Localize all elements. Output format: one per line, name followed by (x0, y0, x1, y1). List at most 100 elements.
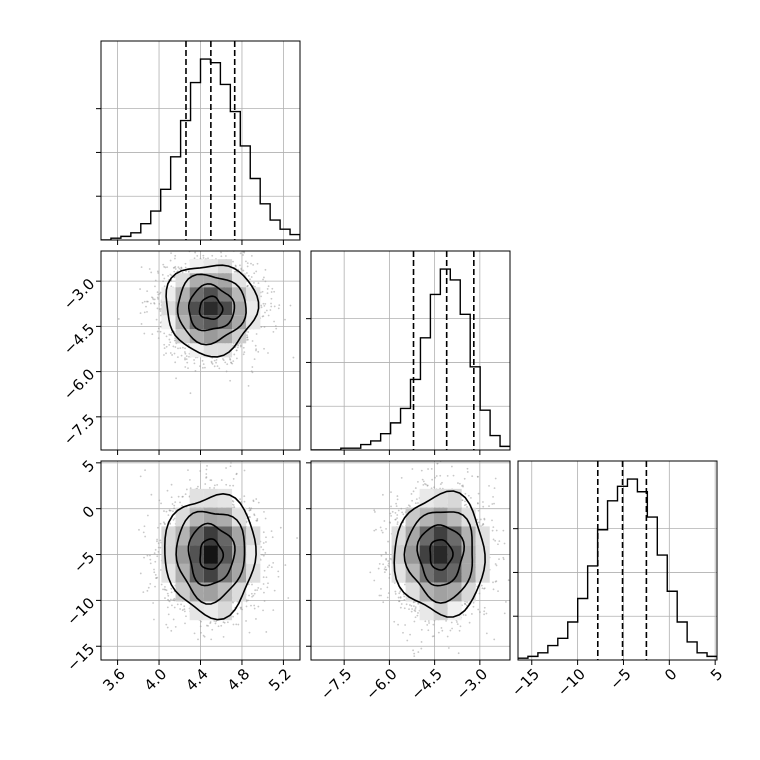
scatter-point (225, 467, 227, 469)
scatter-point (379, 526, 382, 529)
scatter-point (239, 498, 241, 501)
scatter-point (404, 624, 407, 626)
scatter-point (174, 625, 177, 628)
scatter-point (373, 579, 376, 582)
scatter-point (265, 536, 267, 539)
scatter-point (262, 583, 265, 585)
scatter-point (287, 597, 290, 599)
scatter-point (239, 345, 242, 348)
scatter-point (374, 511, 376, 513)
scatter-point (208, 486, 211, 489)
scatter-point (211, 363, 214, 365)
scatter-point (253, 607, 256, 610)
scatter-point (253, 592, 256, 595)
scatter-point (272, 330, 275, 333)
density-cell (189, 287, 204, 302)
scatter-point (251, 340, 254, 342)
scatter-point (403, 607, 406, 610)
scatter-point (235, 623, 238, 626)
contour-lines (165, 264, 260, 358)
scatter-point (252, 500, 255, 503)
scatter-point (140, 266, 143, 269)
scatter-point (183, 608, 186, 611)
scatter-point (399, 596, 402, 599)
scatter-point (451, 465, 453, 468)
scatter-point (488, 505, 490, 508)
density-cell (447, 488, 462, 508)
histogram-bars (101, 41, 300, 240)
x-tick-label: 5.2 (265, 665, 295, 695)
scatter-point (231, 499, 234, 502)
scatter-point (380, 554, 383, 557)
scatter-point (173, 270, 176, 273)
scatter-point (421, 478, 424, 481)
scatter-point (482, 505, 485, 508)
scatter-point (176, 603, 179, 606)
scatter-point (477, 509, 480, 512)
scatter-point (220, 255, 223, 258)
scatter-point (159, 310, 162, 312)
scatter-point (160, 583, 163, 586)
scatter-point (150, 302, 152, 305)
scatter-point (256, 262, 259, 265)
scatter-point (154, 279, 157, 282)
scatter-point (231, 444, 233, 446)
scatter-point (412, 490, 415, 493)
scatter-point (477, 521, 480, 524)
scatter-point (183, 605, 186, 608)
scatter-point (482, 523, 485, 525)
density-cell (161, 301, 176, 316)
scatter-point (156, 291, 159, 294)
scatter-point (410, 493, 413, 495)
contour-line-0 (198, 295, 224, 321)
scatter-point (243, 469, 246, 472)
scatter-point (410, 604, 413, 607)
scatter-point (481, 587, 484, 590)
scatter-point (466, 601, 468, 603)
density-cell (217, 315, 233, 330)
scatter-point (274, 325, 277, 327)
contour-lines (163, 492, 257, 621)
scatter-point (387, 562, 390, 565)
y-tick-label: −10 (63, 594, 98, 629)
contour-line-3 (163, 492, 257, 621)
scatter-point (262, 554, 265, 557)
scatter-point (167, 514, 170, 517)
scatter-point (264, 268, 267, 271)
scatter-point (249, 278, 251, 281)
scatter-point (157, 550, 160, 553)
scatter-point (447, 647, 450, 649)
scatter-point (169, 352, 172, 354)
scatter-point (165, 345, 168, 348)
scatter-point (169, 273, 172, 276)
contour-line-1 (416, 524, 466, 587)
scatter-point (260, 326, 263, 328)
scatter-point (177, 266, 180, 269)
scatter-point (170, 331, 173, 334)
scatter-point (452, 474, 455, 477)
scatter-point (408, 608, 410, 611)
scatter-point (201, 366, 204, 369)
scatter-point (176, 453, 178, 455)
scatter-point (277, 570, 280, 573)
scatter-point (214, 622, 217, 625)
scatter-point (157, 526, 159, 529)
scatter-point (470, 613, 473, 615)
histogram-step-line (518, 478, 717, 659)
scatter-point (439, 483, 442, 486)
scatter-point (267, 285, 270, 288)
scatter-point (265, 631, 268, 633)
scatter-point (380, 594, 382, 597)
density-cell (217, 507, 233, 527)
scatter-point (458, 629, 461, 632)
scatter-point (183, 351, 186, 353)
scatter-point (420, 647, 423, 650)
scatter-point (149, 562, 152, 565)
scatter-point (395, 505, 398, 508)
density-cell (419, 601, 434, 621)
scatter-point (388, 565, 390, 568)
scatter-point (385, 568, 387, 571)
scatter-point (141, 301, 144, 304)
scatter-point (237, 344, 240, 347)
histogram-panel-0 (96, 40, 301, 245)
